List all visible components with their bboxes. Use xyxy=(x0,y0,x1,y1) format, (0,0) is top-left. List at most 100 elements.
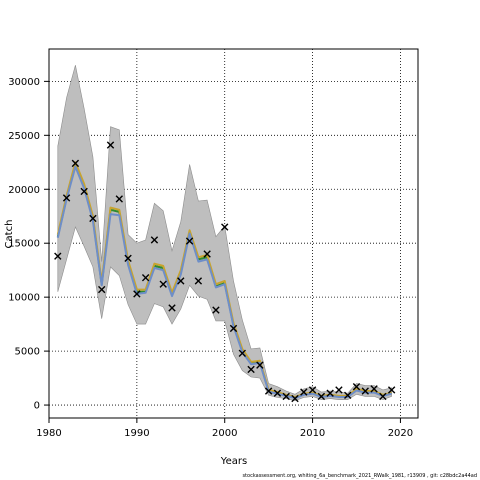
y-axis-label: Catch xyxy=(4,220,15,249)
observed-point xyxy=(229,324,238,333)
observed-point-stroke xyxy=(150,236,159,244)
observed-point-stroke xyxy=(387,386,396,394)
observed-point xyxy=(159,280,167,288)
observed-point xyxy=(300,388,308,396)
observed-point-stroke xyxy=(370,385,378,393)
plot-layer xyxy=(48,49,418,418)
observed-point xyxy=(387,386,396,394)
observed-point xyxy=(124,254,132,263)
observed-point xyxy=(379,392,387,401)
observed-point-stroke xyxy=(317,392,326,401)
observed-point xyxy=(326,389,334,397)
observed-point-stroke xyxy=(168,304,176,312)
confidence-band xyxy=(57,65,392,402)
y-tick-label: 20000 xyxy=(8,185,40,196)
observed-point xyxy=(54,252,62,260)
observed-point xyxy=(264,387,273,395)
y-tick-label: 15000 xyxy=(8,239,40,250)
observed-point-stroke xyxy=(264,387,273,395)
observed-point-stroke xyxy=(54,252,62,260)
observed-point-stroke xyxy=(80,187,88,196)
observed-point-stroke xyxy=(238,349,246,357)
observed-point xyxy=(194,277,203,285)
footer-credit: stockassessment.org, whiting_6a_benchmar… xyxy=(242,473,477,479)
observed-point-stroke xyxy=(247,365,255,374)
observed-point-stroke xyxy=(282,392,290,401)
estimate-line-3 xyxy=(56,165,392,399)
x-tick-label: 1990 xyxy=(124,428,149,439)
observed-point-stroke xyxy=(352,383,361,391)
observed-point-stroke xyxy=(185,237,194,245)
observed-point xyxy=(335,386,343,394)
observed-point-stroke xyxy=(106,141,115,149)
x-tick-label: 2020 xyxy=(388,428,413,439)
y-tick-label: 30000 xyxy=(8,77,40,88)
observed-point-stroke xyxy=(62,194,71,202)
observed-point xyxy=(212,306,220,314)
observed-point-stroke xyxy=(308,386,317,394)
x-tick-label: 2010 xyxy=(300,428,325,439)
observed-point-stroke xyxy=(335,386,343,394)
x-axis-label: Years xyxy=(220,456,247,467)
observed-point xyxy=(291,394,299,403)
observed-point-stroke xyxy=(203,250,211,258)
observed-point xyxy=(344,391,352,400)
observed-point-stroke xyxy=(344,391,352,400)
observed-point xyxy=(273,389,282,397)
observed-point-stroke xyxy=(133,290,141,298)
x-tick-label: 1980 xyxy=(36,428,61,439)
observed-point xyxy=(115,195,123,203)
observed-point xyxy=(106,141,115,149)
observed-point xyxy=(317,392,326,401)
observed-point-stroke xyxy=(124,254,132,263)
observed-point-stroke xyxy=(89,214,97,223)
observed-point-stroke xyxy=(291,394,299,403)
observed-point xyxy=(282,392,290,401)
observed-point xyxy=(185,237,194,245)
observed-point-stroke xyxy=(379,392,387,401)
observed-point-stroke xyxy=(212,306,220,314)
observed-point xyxy=(150,236,159,244)
observed-point xyxy=(256,361,264,369)
observed-point-stroke xyxy=(194,277,203,285)
observed-point xyxy=(62,194,71,202)
observed-point xyxy=(203,250,211,258)
observed-point xyxy=(89,214,97,223)
observed-point xyxy=(80,187,88,196)
observed-point-stroke xyxy=(300,388,308,396)
observed-point-stroke xyxy=(98,285,106,294)
observed-point xyxy=(177,277,185,285)
observed-point xyxy=(308,386,317,394)
observed-point xyxy=(352,383,361,391)
observed-point-stroke xyxy=(159,280,167,288)
observed-point xyxy=(361,387,369,395)
observed-point-stroke xyxy=(326,389,334,397)
y-tick-label: 5000 xyxy=(15,347,40,358)
observed-point-stroke xyxy=(141,274,150,282)
observed-point-stroke xyxy=(177,277,185,285)
observed-point xyxy=(98,285,106,294)
estimate-line-2 xyxy=(56,161,392,398)
x-tick-label: 2000 xyxy=(212,428,237,439)
observed-point xyxy=(247,365,255,374)
observed-point xyxy=(71,159,80,168)
observed-point-stroke xyxy=(71,159,80,168)
observed-point-stroke xyxy=(273,389,282,397)
observed-point-stroke xyxy=(361,387,369,395)
observed-point-stroke xyxy=(256,361,264,369)
y-tick-label: 0 xyxy=(34,401,40,412)
observed-point xyxy=(141,274,150,282)
observed-point-stroke xyxy=(221,223,229,231)
y-tick-label: 10000 xyxy=(8,293,40,304)
observed-point xyxy=(133,290,141,298)
y-tick-label: 25000 xyxy=(8,131,40,142)
axes-layer: 1980 1990 2000 2010 2020 0 5000 10000 15000 20000… xyxy=(8,48,419,439)
observed-point-stroke xyxy=(229,324,238,333)
observed-point-stroke xyxy=(115,195,123,203)
observed-point xyxy=(168,304,176,312)
observed-point xyxy=(221,223,229,231)
observed-point xyxy=(238,349,246,357)
observed-point xyxy=(370,385,378,393)
plot-frame xyxy=(48,48,419,419)
